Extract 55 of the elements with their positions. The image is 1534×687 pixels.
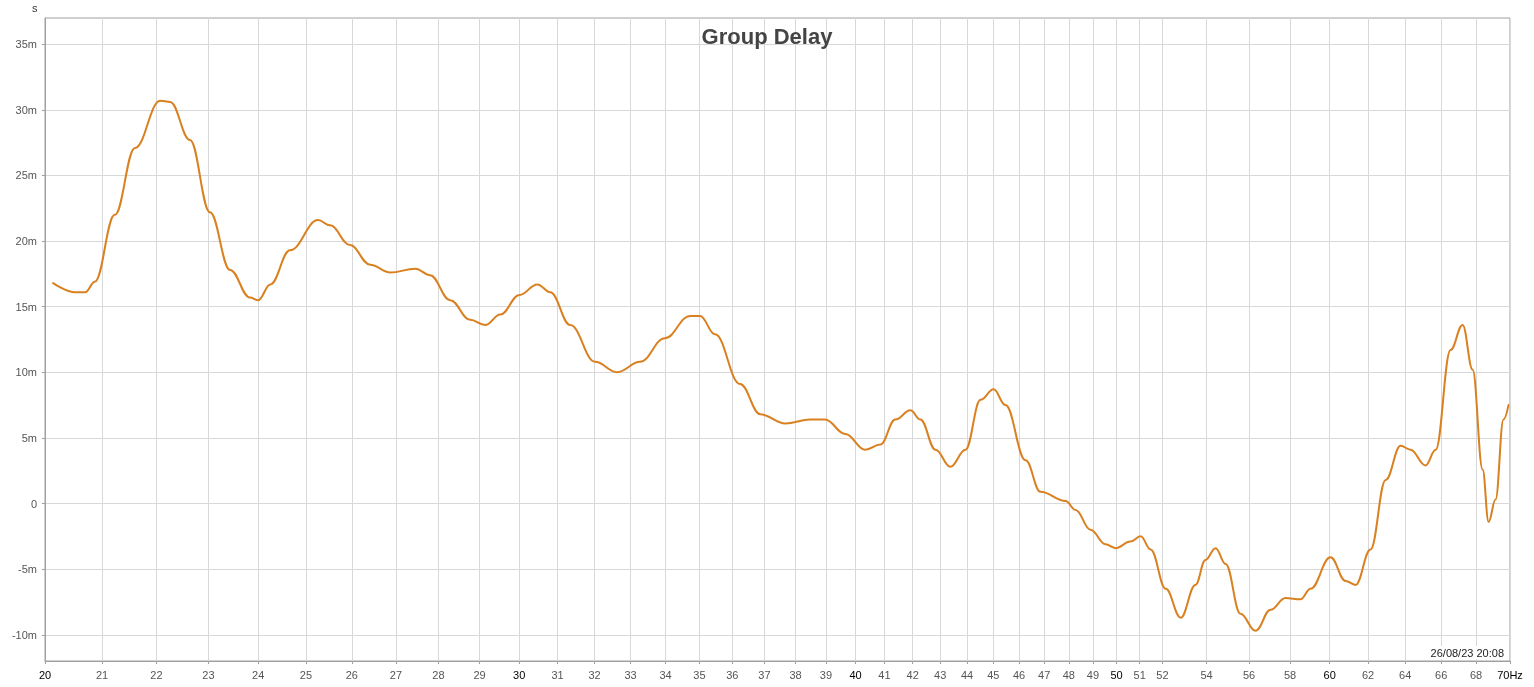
y-axis-title: s [32, 1, 38, 14]
x-tick-label: 27 [389, 668, 403, 681]
x-tick-label: 36 [726, 668, 739, 681]
x-tick-label: 64 [1399, 668, 1412, 681]
x-tick-label: 24 [252, 668, 265, 681]
x-tick-label: 42 [906, 668, 919, 681]
x-tick-label: 60 [1323, 668, 1336, 681]
y-tick-label: 5m [21, 431, 37, 444]
x-tick-label: 23 [202, 668, 215, 681]
y-tick-label: -10m [11, 628, 37, 641]
y-tick-label: 25m [15, 169, 37, 182]
x-tick-label: 37 [758, 668, 771, 681]
y-tick-label: -5m [18, 563, 37, 576]
x-tick-label: 31 [551, 668, 564, 681]
annotation: 26/08/23 20:08 [1430, 646, 1504, 659]
x-tick-label: 62 [1361, 668, 1375, 681]
x-tick-label: 21 [95, 668, 109, 681]
y-tick-label: 30m [15, 103, 37, 116]
x-tick-label: 52 [1156, 668, 1169, 681]
x-tick-label: 48 [1062, 668, 1075, 681]
x-tick-label: 58 [1283, 668, 1297, 681]
x-tick-label: 41 [878, 668, 891, 681]
x-tick-label: 35 [693, 668, 706, 681]
y-tick-label: 0 [30, 497, 37, 510]
y-tick-label: 35m [15, 38, 37, 51]
x-tick-label: 47 [1038, 668, 1051, 681]
chart-title: Group Delay [701, 23, 834, 49]
x-tick-label: 39 [819, 668, 833, 681]
x-tick-label: 38 [789, 668, 802, 681]
x-tick-label: 20 [38, 668, 52, 681]
x-tick-label: 66 [1435, 668, 1448, 681]
x-tick-label: 50 [1110, 668, 1123, 681]
x-tick-label: 70Hz [1497, 668, 1523, 681]
x-tick-label: 29 [473, 668, 486, 681]
x-tick-label: 49 [1086, 668, 1100, 681]
x-tick-label: 25 [299, 668, 313, 681]
x-tick-label: 34 [659, 668, 672, 681]
x-tick-label: 68 [1469, 668, 1483, 681]
x-tick-label: 44 [960, 668, 974, 681]
x-tick-label: 30 [513, 668, 526, 681]
y-tick-label: 15m [15, 300, 37, 313]
x-tick-label: 26 [345, 668, 358, 681]
y-tick-label: 10m [15, 366, 37, 379]
x-tick-label: 46 [1012, 668, 1026, 681]
x-tick-label: 51 [1133, 668, 1146, 681]
x-tick-label: 54 [1200, 668, 1213, 681]
x-tick-label: 45 [987, 668, 1000, 681]
x-tick-label: 40 [849, 668, 862, 681]
x-tick-label: 56 [1242, 668, 1256, 681]
y-tick-label: 20m [15, 235, 37, 248]
x-tick-label: 22 [150, 668, 163, 681]
x-tick-label: 33 [624, 668, 637, 681]
x-tick-label: 43 [934, 668, 947, 681]
x-tick-label: 32 [588, 668, 601, 681]
x-tick-label: 28 [432, 668, 445, 681]
